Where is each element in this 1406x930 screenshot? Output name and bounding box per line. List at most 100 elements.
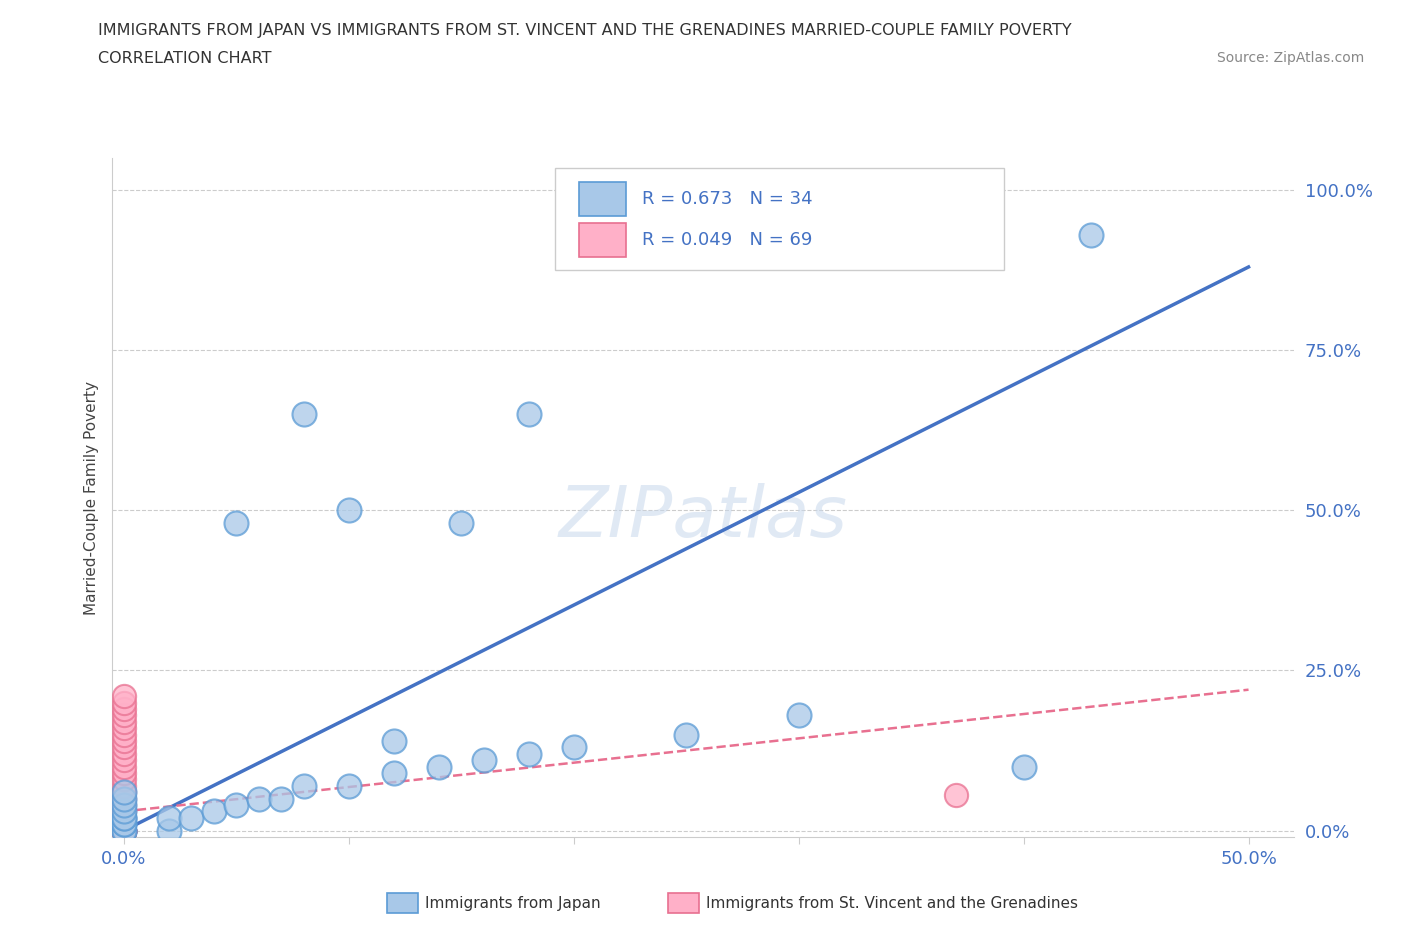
Point <box>112 740 135 755</box>
Point <box>112 823 135 838</box>
Point <box>112 721 135 736</box>
Y-axis label: Married-Couple Family Poverty: Married-Couple Family Poverty <box>83 380 98 615</box>
Point <box>112 785 135 800</box>
Point <box>112 765 135 780</box>
Point <box>112 746 135 761</box>
Point <box>675 727 697 742</box>
Point <box>112 823 135 838</box>
Point <box>112 823 135 838</box>
Point <box>382 765 405 780</box>
Point <box>112 823 135 838</box>
Point <box>112 823 135 838</box>
Point <box>112 778 135 793</box>
Point <box>945 788 967 803</box>
Point <box>112 714 135 729</box>
Point <box>112 823 135 838</box>
Point <box>112 823 135 838</box>
Point <box>472 752 495 767</box>
Point <box>112 752 135 767</box>
Point <box>562 740 585 755</box>
Point <box>112 823 135 838</box>
Point <box>112 823 135 838</box>
Point <box>112 823 135 838</box>
Point <box>427 759 450 774</box>
FancyBboxPatch shape <box>579 182 626 216</box>
Point <box>112 823 135 838</box>
Point <box>112 823 135 838</box>
Point <box>1012 759 1035 774</box>
FancyBboxPatch shape <box>579 222 626 257</box>
Text: Immigrants from St. Vincent and the Grenadines: Immigrants from St. Vincent and the Gren… <box>706 897 1078 911</box>
Point <box>112 823 135 838</box>
Point <box>112 823 135 838</box>
Point <box>112 823 135 838</box>
Point <box>112 823 135 838</box>
Point <box>112 823 135 838</box>
Point <box>112 823 135 838</box>
Point <box>450 516 472 531</box>
Point <box>112 804 135 818</box>
Point <box>112 785 135 800</box>
Point <box>1080 228 1102 243</box>
Text: ZIPatlas: ZIPatlas <box>558 484 848 552</box>
Point <box>292 406 315 421</box>
Point <box>112 823 135 838</box>
Point <box>112 823 135 838</box>
Point <box>112 817 135 831</box>
Text: Source: ZipAtlas.com: Source: ZipAtlas.com <box>1216 51 1364 65</box>
Point <box>112 823 135 838</box>
Point <box>112 823 135 838</box>
Point <box>112 823 135 838</box>
Point <box>112 823 135 838</box>
Point <box>112 823 135 838</box>
Point <box>180 810 202 825</box>
Point <box>112 823 135 838</box>
Point <box>112 823 135 838</box>
Point <box>112 695 135 710</box>
Point <box>112 823 135 838</box>
Point <box>112 810 135 825</box>
Point <box>112 798 135 813</box>
Point <box>112 734 135 749</box>
Point <box>112 701 135 716</box>
Point <box>112 823 135 838</box>
Point <box>112 817 135 831</box>
Point <box>112 823 135 838</box>
Point <box>112 772 135 787</box>
Point <box>112 823 135 838</box>
Point <box>225 516 247 531</box>
Point <box>225 798 247 813</box>
Text: Immigrants from Japan: Immigrants from Japan <box>425 897 600 911</box>
Point <box>112 688 135 703</box>
Text: CORRELATION CHART: CORRELATION CHART <box>98 51 271 66</box>
Point <box>787 708 810 723</box>
Point <box>112 759 135 774</box>
Point <box>382 734 405 749</box>
Text: R = 0.673   N = 34: R = 0.673 N = 34 <box>641 190 813 207</box>
Point <box>112 823 135 838</box>
Point <box>112 823 135 838</box>
Point <box>112 823 135 838</box>
Point <box>112 823 135 838</box>
Point <box>337 503 360 518</box>
Point <box>112 823 135 838</box>
Point <box>112 823 135 838</box>
Point <box>157 823 180 838</box>
Point <box>112 804 135 818</box>
Point <box>292 778 315 793</box>
Point <box>112 823 135 838</box>
Point <box>112 823 135 838</box>
Point <box>517 746 540 761</box>
Point <box>270 791 292 806</box>
Point <box>112 823 135 838</box>
Point <box>112 823 135 838</box>
Point <box>517 406 540 421</box>
Point <box>112 823 135 838</box>
Point <box>202 804 225 818</box>
Point <box>112 823 135 838</box>
Point <box>112 823 135 838</box>
Text: IMMIGRANTS FROM JAPAN VS IMMIGRANTS FROM ST. VINCENT AND THE GRENADINES MARRIED-: IMMIGRANTS FROM JAPAN VS IMMIGRANTS FROM… <box>98 23 1071 38</box>
Point <box>112 823 135 838</box>
Point <box>112 810 135 825</box>
Point <box>112 791 135 806</box>
